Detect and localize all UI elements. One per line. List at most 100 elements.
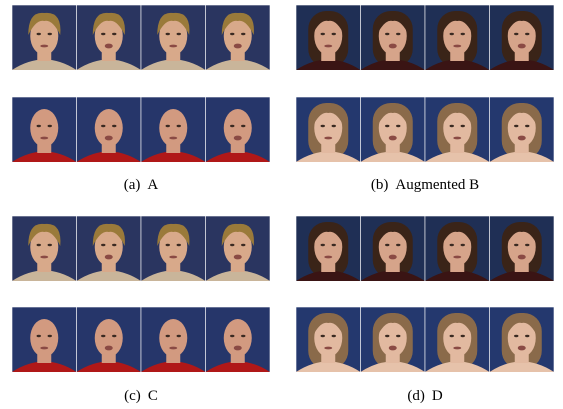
mouth [169,137,177,140]
eye [396,125,400,127]
eye [385,125,389,127]
eye [112,33,116,35]
mouth [389,255,397,260]
face [159,109,187,147]
face-frame [490,97,555,162]
sub-caption: D [432,388,443,404]
sub-label: (b) [371,177,389,193]
mouth [40,45,48,48]
figure: (a)A (b) Augmented B (c)C (d) D [0,0,563,409]
caption-a: (a)A [124,177,159,193]
eye [450,335,454,337]
eye [396,335,400,337]
face [224,319,252,357]
face-frame [141,97,206,162]
face-frame [12,307,77,372]
eye [48,125,52,127]
face-strip [12,307,270,372]
eye [332,33,336,35]
eye [525,244,529,246]
eye [461,244,465,246]
face-frame [12,5,77,70]
eye [321,335,325,337]
eye [177,33,181,35]
mouth [453,347,461,350]
face-frame [77,307,142,372]
eye [37,244,41,246]
sub-caption: A [147,177,158,193]
eye [321,125,325,127]
face-frame [296,307,361,372]
mouth [453,256,461,259]
face-frame [141,216,206,281]
face-frame [206,307,271,372]
eye [525,33,529,35]
eye [321,244,325,246]
face-strip [296,5,554,70]
eye [514,125,518,127]
face-frame [12,216,77,281]
face-frame [490,307,555,372]
eye [166,125,170,127]
sub-label: (c) [124,388,141,404]
eye [450,244,454,246]
face-frame [296,5,361,70]
eye [514,33,518,35]
face-strip [296,97,554,162]
face-frame [361,5,426,70]
eye [230,335,234,337]
face-frame [206,216,271,281]
face-frame [141,5,206,70]
eye [461,33,465,35]
mouth [324,347,332,350]
eye [48,244,52,246]
eye [241,244,245,246]
face [95,319,123,357]
face-frame [425,5,490,70]
mouth [389,136,397,141]
eye [525,335,529,337]
eye [37,125,41,127]
eye [332,335,336,337]
mouth [169,256,177,259]
mouth [324,45,332,48]
eye [166,244,170,246]
eye [112,244,116,246]
mouth [105,44,113,49]
face-frame [361,307,426,372]
caption-b: (b) Augmented B [371,177,479,193]
eye [396,244,400,246]
eye [241,125,245,127]
mouth [169,347,177,350]
mouth [518,346,526,351]
mouth [453,45,461,48]
eye [332,244,336,246]
mouth [234,255,242,260]
sub-caption: Augmented B [395,177,479,193]
eye [525,125,529,127]
eye [101,125,105,127]
mouth [40,256,48,259]
face-frame [206,97,271,162]
mouth [518,44,526,49]
eye [177,244,181,246]
eye [321,33,325,35]
eye [230,125,234,127]
face-frame [425,307,490,372]
eye [450,33,454,35]
caption-c: (c)C [124,388,158,404]
mouth [518,136,526,141]
face [30,319,58,357]
eye [177,335,181,337]
sub-label: (d) [407,388,425,404]
eye [101,244,105,246]
face-frame [425,97,490,162]
eye [37,33,41,35]
eye [230,33,234,35]
face-frame [206,5,271,70]
mouth [105,255,113,260]
eye [385,244,389,246]
eye [241,335,245,337]
eye [101,33,105,35]
eye [450,125,454,127]
